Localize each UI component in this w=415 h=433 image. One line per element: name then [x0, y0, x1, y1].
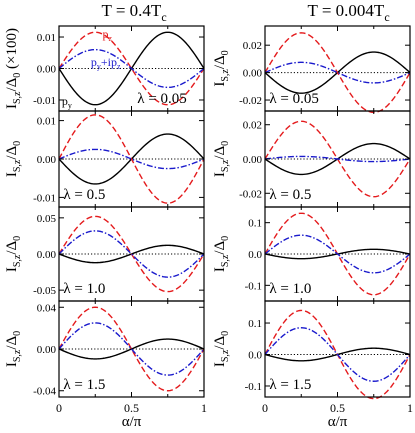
y-tick-label: -0.1 [245, 280, 262, 292]
panel: -0.05 0.00 0.05 λ = 1.0 IS,z/Δ0 [4, 206, 205, 302]
series-label-pz: pz [103, 27, 113, 43]
column-title: T = 0.004Tc [308, 1, 390, 24]
y-tick-label: 0.00 [37, 249, 57, 261]
series-py-ipz-line [264, 327, 411, 382]
series-py-ipz-line [264, 234, 411, 274]
y-tick-label: 0.1 [248, 318, 262, 330]
x-tick-label: 0 [56, 401, 62, 415]
x-tick-label: 1 [201, 401, 207, 415]
lambda-label: λ = 1.0 [63, 281, 105, 297]
series-label-py: py [62, 94, 72, 110]
y-tick-label: 0.04 [37, 302, 57, 314]
series-py-ipz-line [264, 61, 411, 84]
y-tick-label: 0.0 [248, 249, 262, 261]
series-py-ipz-line [264, 155, 411, 163]
panel: -0.1 0.0 0.1 λ = 1.0 IS,z/Δ0 [212, 206, 411, 302]
panel: -0.01 0.00 0.01 λ = 0.5 IS,z/Δ0 [4, 110, 205, 208]
panel: -0.1 0.0 0.1 λ = 1.5 IS,z/Δ0 [212, 300, 411, 400]
x-tick-label: 0.5 [330, 401, 345, 415]
series-py-ipz-line [58, 148, 205, 170]
panel: -0.02 0.00 0.02 λ = 0.5 IS,z/Δ0 [212, 110, 411, 208]
series-pz-line [58, 114, 205, 204]
y-axis-label: IS,z/Δ0 [4, 141, 23, 177]
lambda-label: λ = 0.5 [269, 187, 311, 203]
y-tick-label: 0.01 [37, 32, 56, 44]
y-tick-label: -0.01 [33, 95, 56, 107]
y-tick-label: -0.02 [239, 188, 262, 200]
y-axis-label: IS,z/Δ0 [4, 236, 23, 272]
lambda-label: λ = 0.05 [137, 91, 186, 107]
y-axis-label: IS,z/Δ0 [212, 331, 231, 367]
x-tick-label: 1 [407, 401, 413, 415]
panel: -0.02 0.00 0.02 λ = 0.05 IS,z/Δ0 [212, 25, 411, 114]
y-axis-label: IS,z/Δ0 [212, 141, 231, 177]
lambda-label: λ = 1.5 [269, 377, 311, 393]
y-tick-label: 0.00 [37, 154, 57, 166]
y-tick-label: -0.04 [33, 386, 56, 398]
lambda-label: λ = 1.0 [269, 281, 311, 297]
y-axis-label: IS,z/Δ0 [212, 50, 231, 86]
y-tick-label: 0.01 [37, 116, 56, 128]
y-tick-label: 0.00 [37, 344, 57, 356]
series-pz-line [264, 32, 411, 114]
series-py-line [58, 338, 205, 360]
series-pz-line [58, 215, 205, 293]
y-tick-label: 0.0 [248, 350, 262, 362]
y-tick-label: 0.00 [243, 68, 263, 80]
series-py-ipz-line [58, 48, 205, 89]
x-tick-label: 0.5 [124, 401, 139, 415]
series-pz-line [58, 31, 205, 106]
y-tick-label: 0.02 [243, 40, 262, 52]
lambda-label: λ = 1.5 [63, 377, 105, 393]
y-axis-label: IS,z/Δ0 [4, 331, 23, 367]
y-tick-label: -0.1 [245, 381, 262, 393]
y-tick-label: 0.02 [243, 120, 262, 132]
lambda-label: λ = 0.05 [269, 91, 318, 107]
series-py-ipz-line [58, 322, 205, 376]
panel: -0.01 0.00 0.01 λ = 0.05 IS,z/Δ0 (×100) pz py+… [4, 25, 205, 112]
y-tick-label: -0.02 [239, 95, 262, 107]
y-tick-label: 0.00 [243, 154, 263, 166]
series-py-ipz-line [58, 230, 205, 278]
y-axis-label: IS,z/Δ0 [212, 236, 231, 272]
y-tick-label: -0.05 [33, 285, 56, 297]
series-pz-line [58, 306, 205, 392]
y-tick-label: -0.01 [33, 192, 56, 204]
series-label-py-ipz: py+ipz [91, 55, 121, 71]
lambda-label: λ = 0.5 [63, 187, 105, 203]
x-tick-label: 0 [262, 401, 268, 415]
y-tick-label: 0.00 [37, 64, 57, 76]
panel: -0.04 0.00 0.04 λ = 1.5 IS,z/Δ0 [4, 300, 205, 398]
y-tick-label: 0.1 [248, 218, 262, 230]
column-title: T = 0.4Tc [102, 1, 167, 24]
y-tick-label: 0.05 [37, 213, 57, 225]
x-axis-label: α/π [328, 414, 348, 428]
x-axis-label: α/π [122, 414, 142, 428]
y-axis-label: IS,z/Δ0 (×100) [4, 28, 23, 109]
